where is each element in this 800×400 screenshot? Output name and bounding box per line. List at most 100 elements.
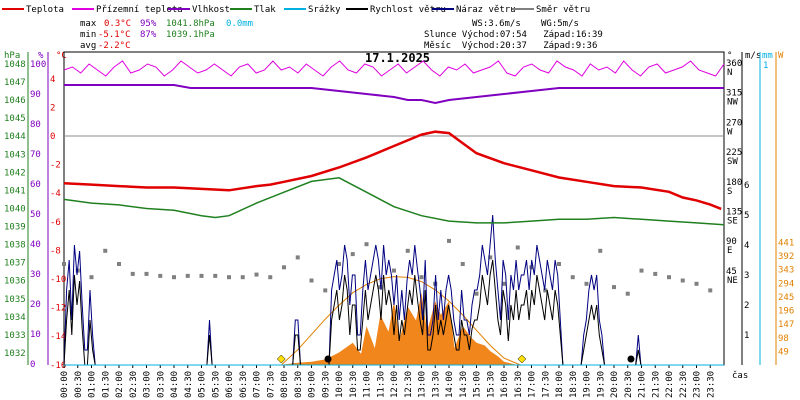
axis-rain-top: 1 [763, 61, 768, 71]
stats-wg: WG:5m/s [541, 19, 579, 29]
time-tick-label: 15:00 [473, 371, 483, 398]
wind-direction-point [185, 273, 190, 278]
hpa-tick-label: 1044 [4, 132, 26, 142]
wind-direction-point [199, 273, 204, 278]
legend-srazky: Srážky [308, 5, 341, 15]
stats-ws: WS:3.6m/s [472, 19, 521, 29]
time-tick-label: 01:00 [88, 371, 98, 398]
time-tick-label: 07:00 [253, 371, 263, 398]
time-tick-label: 00:30 [74, 371, 84, 398]
wind-tick-label: 4 [744, 241, 749, 251]
wind-direction-point [323, 288, 328, 293]
wind-direction-point [557, 262, 561, 266]
wind-direction-point [240, 275, 245, 280]
wind-direction-point [570, 275, 575, 280]
hpa-tick-label: 1033 [4, 331, 26, 341]
wind-direction-point [708, 288, 713, 293]
hpa-tick-label: 1045 [4, 114, 26, 124]
time-tick-label: 17:00 [528, 371, 538, 398]
series-solar-radiation [284, 292, 515, 365]
direction-tick-deg: 90 [726, 237, 737, 247]
direction-tick-dir: SW [727, 157, 738, 167]
humidity-tick-label: 40 [30, 240, 41, 250]
solar-tick-label: 49 [778, 347, 789, 357]
humidity-tick-label: 60 [30, 180, 41, 190]
wind-direction-point [130, 271, 135, 276]
stats-min-hum: 87% [140, 30, 157, 40]
stats-max-temp: 0.3°C [104, 19, 131, 29]
time-tick-label: 14:00 [445, 371, 455, 398]
solar-tick-label: 294 [778, 279, 794, 289]
direction-tick-dir: W [727, 127, 733, 137]
wind-direction-point [694, 281, 699, 286]
series-pressure [63, 177, 725, 226]
time-tick-label: 13:00 [418, 371, 428, 398]
hpa-tick-label: 1048 [4, 60, 26, 70]
time-tick-label: 01:30 [101, 371, 111, 398]
stats-max-rain: 0.0mm [226, 19, 253, 29]
wind-direction-point [103, 248, 108, 253]
time-tick-label: 02:30 [129, 371, 139, 398]
chart-title: 17.1.2025 [365, 51, 430, 65]
direction-tick-deg: 180 [726, 178, 742, 188]
time-tick-label: 15:30 [486, 371, 496, 398]
solar-tick-label: 98 [778, 334, 789, 344]
time-tick-label: 21:30 [651, 371, 661, 398]
axis-unit-rain: mm [762, 51, 773, 61]
legend-prizemni-teplota: Přízemní teplota [96, 5, 183, 15]
hpa-tick-label: 1035 [4, 295, 26, 305]
axis-unit-hpa: hPa [4, 51, 20, 61]
moonrise-marker [627, 355, 635, 363]
humidity-tick-label: 80 [30, 120, 41, 130]
humidity-tick-label: 30 [30, 270, 41, 280]
time-tick-label: 18:00 [555, 371, 565, 398]
temperature-tick-label: -6 [50, 218, 61, 228]
time-axis-ticks: 00:00 00:30 01:00 01:30 02:00 02:30 03:00 03:30… [60, 365, 716, 398]
wind-direction-point [254, 272, 259, 277]
time-tick-label: 22:00 [665, 371, 675, 398]
time-tick-label: 03:00 [143, 371, 153, 398]
wind-direction-point [268, 275, 273, 280]
temperature-tick-label: -4 [50, 189, 61, 199]
axis-time-label: čas [732, 370, 748, 381]
stats-avg-label: avg [80, 41, 96, 51]
time-tick-label: 06:00 [225, 371, 235, 398]
direction-tick-dir: E [727, 246, 732, 256]
legend: Teplota Přízemní teplota Vlhkost Tlak Sr… [2, 5, 590, 15]
time-tick-label: 20:00 [610, 371, 620, 398]
axis-unit-wind: m/s [745, 51, 761, 61]
stats-sun: Slunce Východ:07:54 Západ:16:39 [424, 30, 603, 40]
time-tick-label: 11:30 [376, 371, 386, 398]
wind-direction-point [213, 273, 218, 278]
wind-direction-point [144, 271, 149, 276]
wind-direction-point [158, 273, 163, 278]
time-tick-label: 05:30 [211, 371, 221, 398]
wind-direction-point [337, 262, 341, 266]
temperature-tick-label: 4 [50, 75, 55, 85]
direction-tick-dir: N [727, 68, 732, 78]
temperature-tick-label: 2 [50, 103, 55, 113]
wind-direction-point [502, 281, 506, 286]
sunset-marker [517, 354, 527, 364]
direction-tick-deg: 315 [726, 89, 742, 99]
wind-direction-point [639, 268, 644, 273]
wind-tick-label: 1 [744, 331, 749, 341]
wind-direction-point [295, 255, 300, 260]
humidity-tick-label: 70 [30, 150, 41, 160]
hpa-tick-label: 1043 [4, 150, 26, 160]
hpa-tick-label: 1037 [4, 259, 26, 269]
time-tick-label: 08:00 [280, 371, 290, 398]
time-tick-label: 04:30 [184, 371, 194, 398]
time-tick-label: 09:30 [321, 371, 331, 398]
wind-direction-point [667, 275, 671, 280]
temperature-tick-label: -12 [50, 304, 66, 314]
wind-direction-point [350, 252, 355, 257]
wind-direction-point [405, 248, 410, 253]
legend-naraz-vetru: Náraz větru [456, 5, 516, 15]
wind-direction-point [543, 288, 548, 293]
stats-moon: Měsíc Východ:20:37 Západ:9:36 [424, 41, 597, 51]
wind-tick-label: 6 [744, 181, 749, 191]
time-tick-label: 07:30 [266, 371, 276, 398]
humidity-tick-label: 20 [30, 300, 41, 310]
time-tick-label: 13:30 [431, 371, 441, 398]
